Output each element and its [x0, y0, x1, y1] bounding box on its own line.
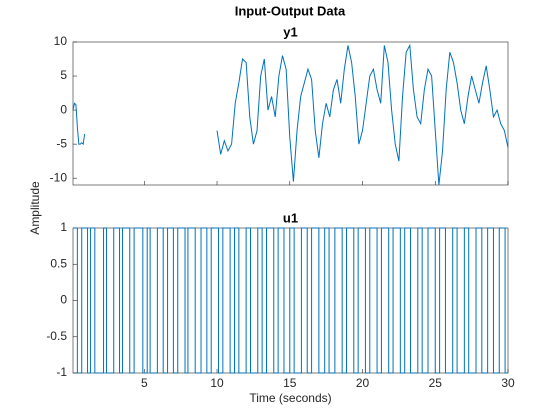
x-tick-label: 15: [283, 376, 297, 390]
y-tick-label: -5: [56, 136, 67, 150]
y-tick-label: 1: [60, 220, 67, 234]
y-tick-label: 0: [60, 102, 67, 116]
data-line: [72, 43, 509, 186]
y-axis-label: Amplitude: [28, 181, 42, 235]
x-tick-label: 20: [356, 376, 370, 390]
figure-title: Input-Output Data: [235, 3, 346, 18]
y-tick-label: 0: [60, 293, 67, 307]
y-tick-label: -0.5: [46, 329, 67, 343]
y-tick-label: -10: [50, 170, 68, 184]
y-tick-label: 0.5: [50, 256, 67, 270]
data-line: [73, 227, 508, 374]
x-tick-label: 5: [141, 376, 148, 390]
axes-title: u1: [283, 210, 298, 225]
x-axis-label: Time (seconds): [249, 391, 331, 405]
x-tick-label: 30: [501, 376, 515, 390]
axes-title: y1: [283, 24, 297, 39]
axes-box: [72, 227, 509, 374]
y-tick-label: 10: [54, 34, 68, 48]
x-tick-label: 10: [210, 376, 224, 390]
x-tick-label: 25: [429, 376, 443, 390]
y-tick-label: -1: [56, 365, 67, 379]
y-tick-label: 5: [60, 68, 67, 82]
axes-box: [72, 41, 509, 186]
